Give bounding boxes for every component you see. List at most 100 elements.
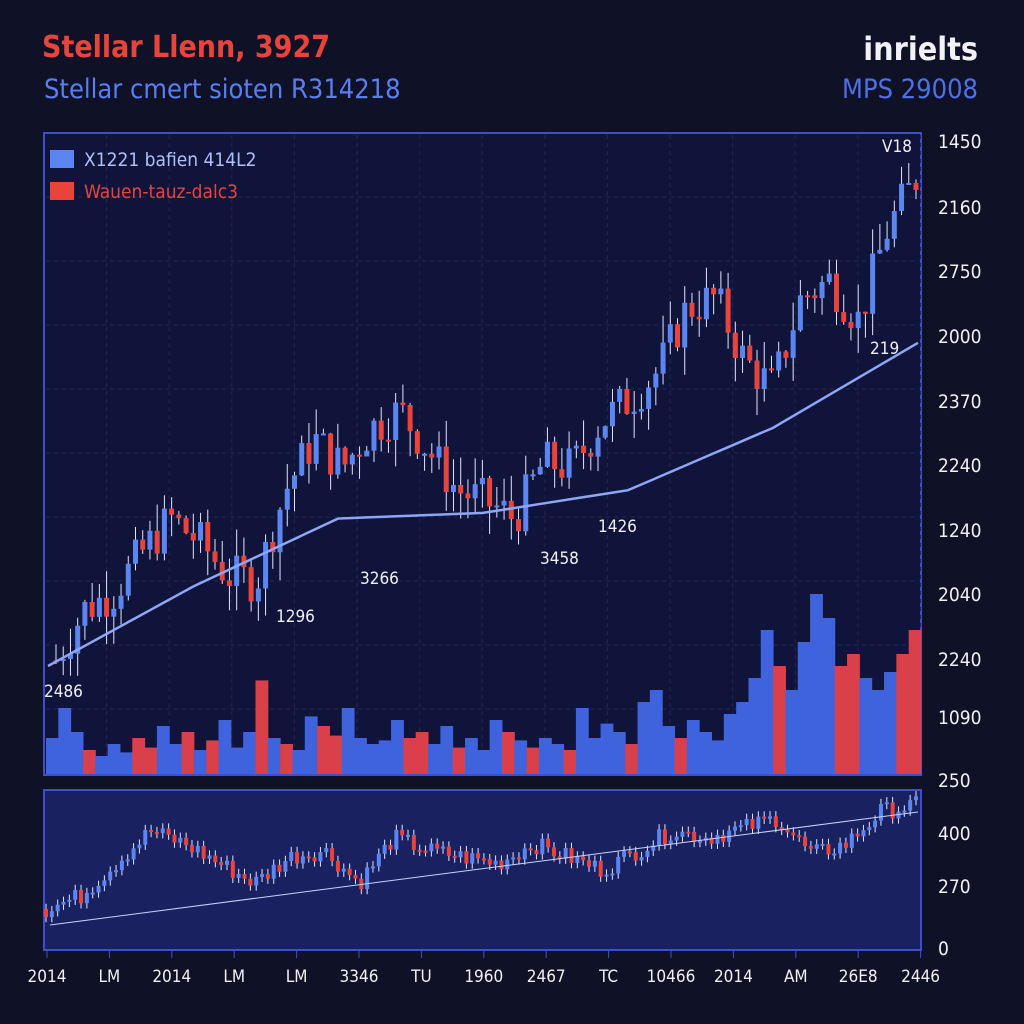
candle-down [754,360,760,389]
mini-candle [692,831,697,842]
mini-candle [744,818,749,826]
mini-candle [411,834,416,850]
mini-candle [575,856,580,864]
mini-candle [207,855,212,859]
candle-down [783,351,789,358]
x-tick-label: 3346 [340,967,379,987]
mini-candle [627,851,632,854]
mini-candle [873,820,878,828]
candle-down [747,345,753,361]
candle-up [125,563,131,596]
candle-up [364,450,370,457]
mini-candle [884,802,889,805]
candle-down [140,539,146,550]
price-annotation: 1426 [598,517,637,537]
candle-down [696,316,702,320]
mini-candle [201,845,206,859]
candle-up [544,441,550,467]
volume-bar [378,740,392,774]
mini-candle [803,836,808,847]
volume-bar [169,744,183,774]
mini-candle [762,816,767,819]
mini-candle [826,843,831,855]
candle-up [75,625,81,654]
mini-candle [79,890,84,904]
moving-average-line [47,341,919,668]
mini-candle [470,853,475,864]
volume-bar [514,740,528,774]
mini-candle [709,837,714,844]
annotations: V18 219 1426 3458 3266 1296 2486 [44,137,912,702]
candle-down [429,453,435,458]
mini-candle [902,810,907,813]
candle-up [255,588,261,602]
mini-candle [265,874,270,879]
candle-up [667,324,673,343]
y-tick-label: 2040 [938,584,982,606]
candle-down [581,445,587,453]
y-tick-label: 2750 [938,261,982,283]
volume-bar [428,744,441,774]
candle-up [96,597,102,617]
mini-candle [890,802,895,819]
mini-candle [715,834,720,844]
mini-candle [551,847,556,857]
lower-panel [43,789,922,951]
volume-bar [132,738,146,774]
mini-candle [417,849,422,852]
mini-candle [230,860,235,878]
mini-candle [341,868,346,872]
candle-up [335,447,341,475]
mini-candle [90,892,95,895]
candle-up [906,182,912,185]
candle-up [617,388,623,402]
volume-bar [785,690,799,774]
mini-candle [283,860,288,872]
y-tick-label: 0 [938,938,949,960]
candle-up [573,445,579,449]
mini-candle [867,827,872,831]
mini-candle [441,846,446,849]
candle-up [790,330,796,358]
mini-candle [213,855,218,863]
candle-up [761,368,767,389]
volume-bar [193,750,207,774]
mini-candle [108,871,113,881]
mini-candle [604,874,609,877]
mini-candle [534,850,539,855]
mini-candle [353,875,358,879]
candle-down [508,500,514,520]
volume-bar [760,630,774,774]
y-tick-label: 2160 [938,197,982,219]
candle-down [385,439,391,442]
volume-bar [46,738,59,774]
candle-up [67,653,73,660]
volume-bar [280,744,293,774]
volume-bar [538,738,552,774]
mini-candle [592,860,597,867]
y-tick-label: 2370 [938,391,982,413]
candle-down [465,493,471,499]
volume-bar [600,723,614,774]
mini-candle [312,857,317,862]
candle-up [263,541,269,589]
chart-subtitle: Stellar cmert sioten R314218 [44,74,401,105]
candle-up [523,474,529,532]
mini-candle [633,852,638,861]
candle-up [494,505,500,508]
volume-bar [58,708,72,774]
mini-candle [61,901,66,905]
mini-candle [154,831,159,834]
mini-candle [598,860,603,877]
volume-bar [797,642,811,774]
price-annotation: 3266 [360,569,399,589]
x-tick-label: TC [598,967,618,987]
mini-candle [458,851,463,858]
volume-bar [329,735,343,774]
mini-candle [622,851,627,857]
y-tick-label: 2240 [938,455,982,477]
mini-candle [785,829,790,833]
mini-candle [914,796,918,801]
candle-up [198,522,204,541]
